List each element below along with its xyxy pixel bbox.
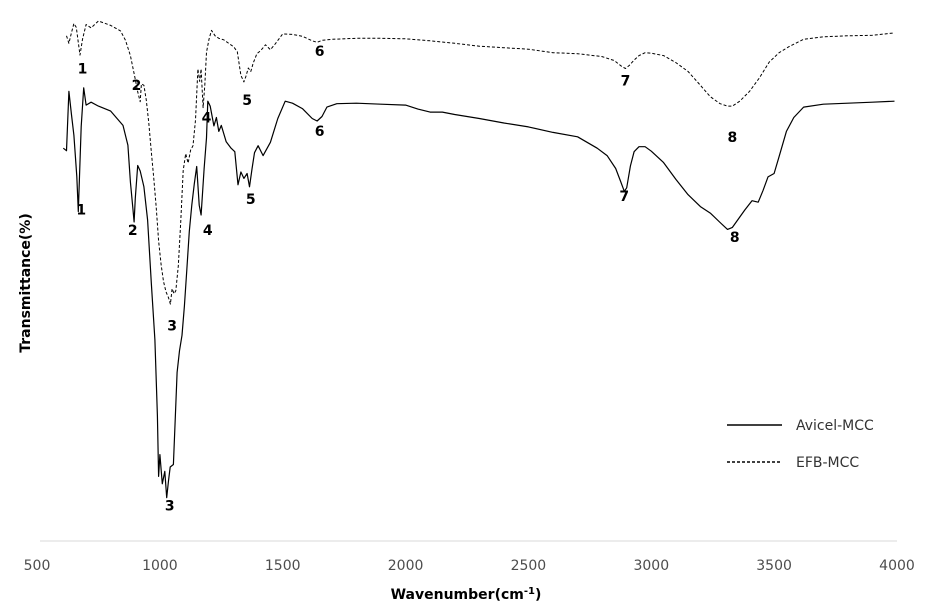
peak-label-efb-mcc-7-14: 7 [621, 73, 631, 89]
x-axis-title-superscript: -1 [524, 586, 535, 597]
x-tick-label-4000: 4000 [879, 558, 915, 574]
x-axis-title: Wavenumber(cm-1) [391, 586, 542, 604]
x-axis-title-main: Wavenumber(cm [391, 587, 524, 603]
peak-labels: 1 2 3 3 4 5 6 7 8 1 2 4 5 6 7 8 [76, 44, 739, 514]
peak-label-efb-mcc-5-12: 5 [242, 93, 252, 109]
peak-label-avicel-mcc-6-6: 6 [315, 124, 325, 140]
peak-label-avicel-mcc-2-1: 2 [128, 223, 138, 239]
peak-label-avicel-mcc-3-2: 3 [165, 499, 175, 515]
x-axis-title-tail: ) [535, 587, 541, 603]
x-tick-label-1500: 1500 [265, 558, 301, 574]
x-tick-labels: 500 1000 1500 2000 2500 3000 3500 4000 [24, 558, 915, 574]
peak-label-avicel-mcc-7-7: 7 [619, 189, 629, 205]
plot-area: 1 2 3 3 4 5 6 7 8 1 2 4 5 6 7 8 [40, 20, 897, 542]
x-tick-label-2500: 2500 [511, 558, 547, 574]
x-tick-label-3000: 3000 [633, 558, 669, 574]
series-layer [62, 20, 895, 499]
x-tick-label-500: 500 [24, 558, 51, 574]
peak-label-avicel-mcc-1-0: 1 [76, 203, 86, 219]
series-line-efb-mcc [66, 20, 895, 305]
x-tick-label-2000: 2000 [388, 558, 424, 574]
peak-label-efb-mcc-1-9: 1 [78, 62, 88, 78]
y-axis-title: Transmittance(%) [18, 213, 34, 352]
legend-label-efb-mcc: EFB-MCC [796, 455, 859, 471]
peak-label-avicel-mcc-3-3: 3 [167, 318, 177, 334]
series-line-avicel-mcc [62, 87, 895, 499]
peak-label-efb-mcc-6-13: 6 [315, 44, 325, 60]
peak-label-efb-mcc-2-10: 2 [132, 78, 142, 94]
legend-label-avicel-mcc: Avicel-MCC [796, 418, 874, 434]
peak-label-efb-mcc-8-15: 8 [728, 130, 738, 146]
peak-label-avicel-mcc-5-5: 5 [246, 192, 256, 208]
x-tick-label-3500: 3500 [756, 558, 792, 574]
legend: Avicel-MCC EFB-MCC [727, 418, 874, 471]
peak-label-avicel-mcc-4-4: 4 [203, 223, 213, 239]
peak-label-avicel-mcc-8-8: 8 [730, 230, 740, 246]
peak-label-efb-mcc-4-11: 4 [202, 111, 212, 127]
x-tick-label-1000: 1000 [142, 558, 178, 574]
